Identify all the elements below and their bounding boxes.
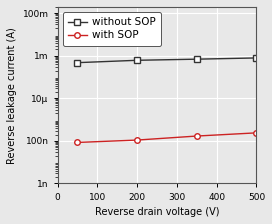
without SOP bbox=[195, 58, 198, 60]
with SOP bbox=[135, 139, 139, 141]
without SOP bbox=[135, 59, 139, 62]
without SOP bbox=[76, 61, 79, 64]
Line: without SOP: without SOP bbox=[75, 55, 259, 65]
with SOP bbox=[195, 135, 198, 137]
with SOP bbox=[76, 141, 79, 144]
with SOP bbox=[255, 131, 258, 134]
Line: with SOP: with SOP bbox=[75, 130, 259, 145]
X-axis label: Reverse drain voltage (V): Reverse drain voltage (V) bbox=[95, 207, 219, 217]
without SOP bbox=[255, 57, 258, 59]
Legend: without SOP, with SOP: without SOP, with SOP bbox=[63, 12, 161, 46]
Y-axis label: Reverse leakage current (A): Reverse leakage current (A) bbox=[7, 27, 17, 164]
